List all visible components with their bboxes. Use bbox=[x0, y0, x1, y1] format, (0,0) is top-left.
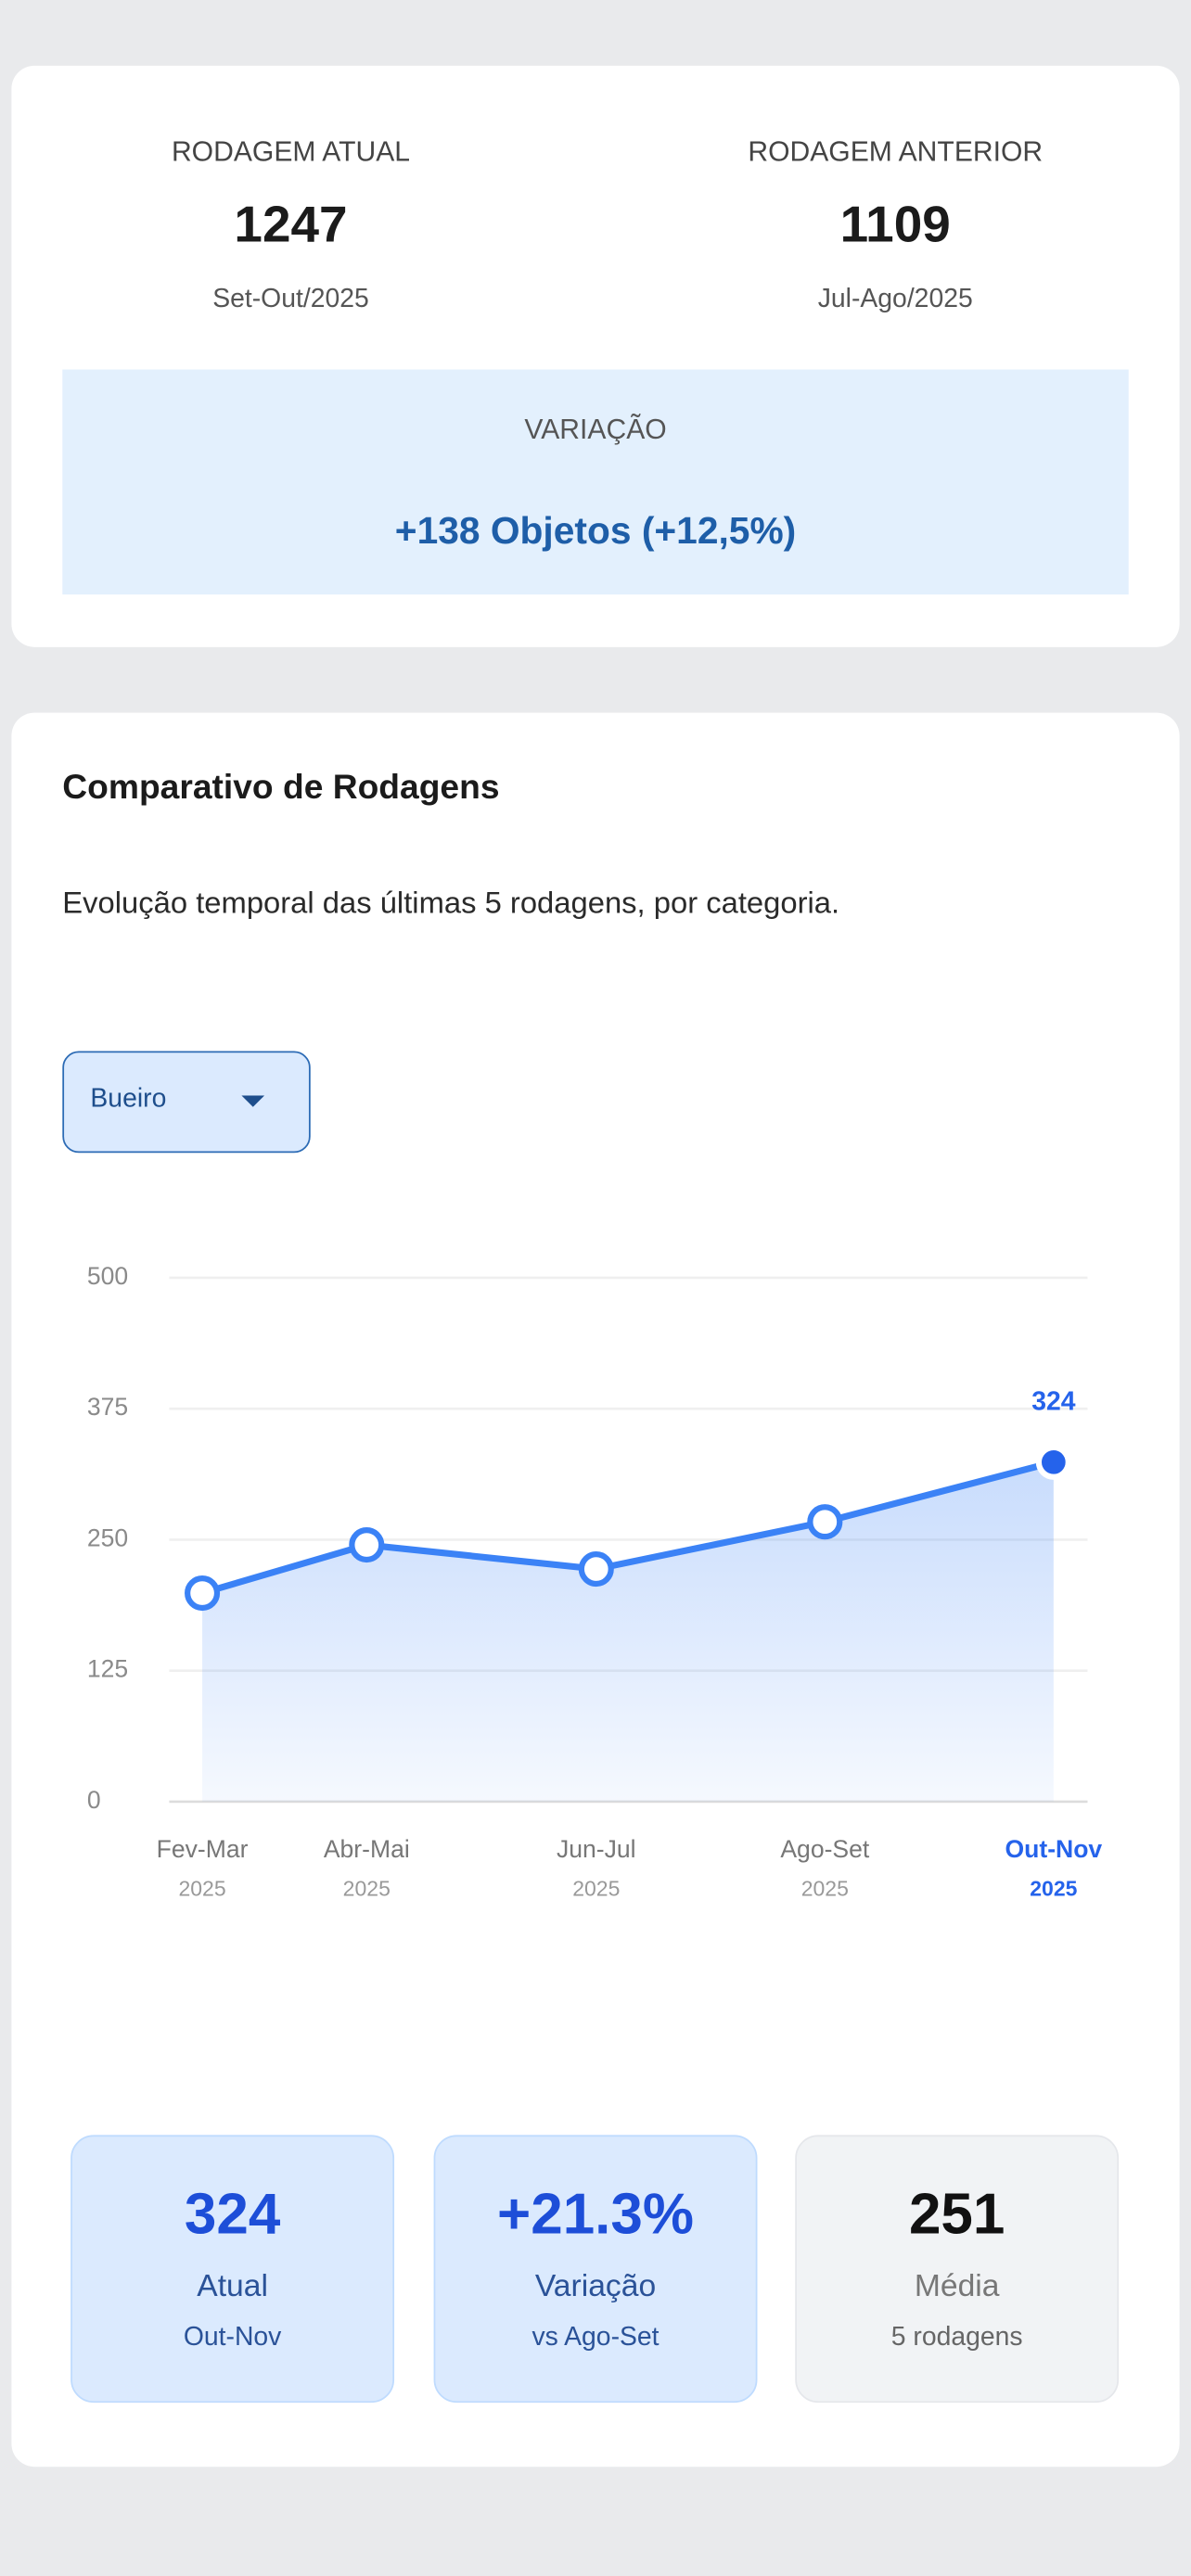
dropdown-caret bbox=[241, 1095, 265, 1107]
stat-value: +21.3% bbox=[497, 2182, 695, 2247]
y-tick-label: 375 bbox=[87, 1393, 128, 1421]
stat-card: 324 Atual Out-Nov bbox=[70, 2135, 395, 2404]
x-tick-sublabel: 2025 bbox=[572, 1877, 620, 1901]
filter-value: Bueiro bbox=[90, 1085, 167, 1114]
x-tick-sublabel: 2025 bbox=[178, 1877, 225, 1901]
stat-sub: Out-Nov bbox=[183, 2324, 282, 2353]
x-tick-label: Fev-Mar bbox=[157, 1835, 249, 1863]
stat-label: Atual bbox=[197, 2269, 268, 2304]
stat-value: 324 bbox=[184, 2182, 281, 2247]
point bbox=[185, 1575, 221, 1612]
x-tick-label: Ago-Set bbox=[780, 1835, 870, 1863]
point bbox=[1035, 1444, 1071, 1480]
stat-label: Variação bbox=[534, 2269, 657, 2304]
x-tick-sublabel: 2025 bbox=[801, 1877, 849, 1901]
area bbox=[202, 1461, 1054, 1802]
card-description: Evolução temporal das últimas 5 rodagens… bbox=[62, 885, 840, 920]
current-label: RODAGEM ATUAL bbox=[171, 136, 411, 168]
x-tick-sublabel: 2025 bbox=[343, 1877, 391, 1901]
stat-sub: 5 rodagens bbox=[890, 2324, 1023, 2353]
point bbox=[349, 1527, 385, 1563]
stat-label: Média bbox=[914, 2269, 1000, 2304]
point bbox=[578, 1551, 614, 1588]
current-value: 1247 bbox=[234, 195, 348, 253]
y-tick-label: 125 bbox=[87, 1655, 128, 1683]
variation-box: VARIAÇÃO +138 Objetos (+12,5%) bbox=[62, 369, 1129, 595]
variation-label: VARIAÇÃO bbox=[524, 414, 667, 445]
y-tick-label: 500 bbox=[87, 1262, 128, 1290]
card-title: Comparativo de Rodagens bbox=[62, 768, 500, 807]
stat-value: 251 bbox=[908, 2182, 1005, 2247]
stat-sub: vs Ago-Set bbox=[531, 2324, 660, 2353]
data-label: 324 bbox=[1031, 1387, 1076, 1417]
filter-dropdown[interactable]: Bueiro bbox=[62, 1051, 311, 1154]
x-tick-label: Out-Nov bbox=[1005, 1835, 1102, 1863]
previous-label: RODAGEM ANTERIOR bbox=[748, 136, 1044, 168]
y-tick-label: 250 bbox=[87, 1524, 128, 1551]
current-period: Set-Out/2025 bbox=[212, 286, 369, 314]
previous-period: Jul-Ago/2025 bbox=[817, 286, 973, 314]
stat-card: 251 Média 5 rodagens bbox=[795, 2135, 1120, 2404]
summary-card: RODAGEM ATUAL 1247 Set-Out/2025 RODAGEM … bbox=[11, 65, 1180, 647]
stat-card: +21.3% Variação vs Ago-Set bbox=[433, 2135, 758, 2404]
x-tick-label: Jun-Jul bbox=[557, 1835, 636, 1863]
y-tick-label: 0 bbox=[87, 1786, 101, 1814]
x-tick-label: Abr-Mai bbox=[324, 1835, 410, 1863]
variation-value: +138 Objetos (+12,5%) bbox=[394, 509, 797, 553]
previous-value: 1109 bbox=[839, 195, 951, 253]
x-tick-sublabel: 2025 bbox=[1030, 1877, 1077, 1901]
point bbox=[807, 1504, 843, 1540]
